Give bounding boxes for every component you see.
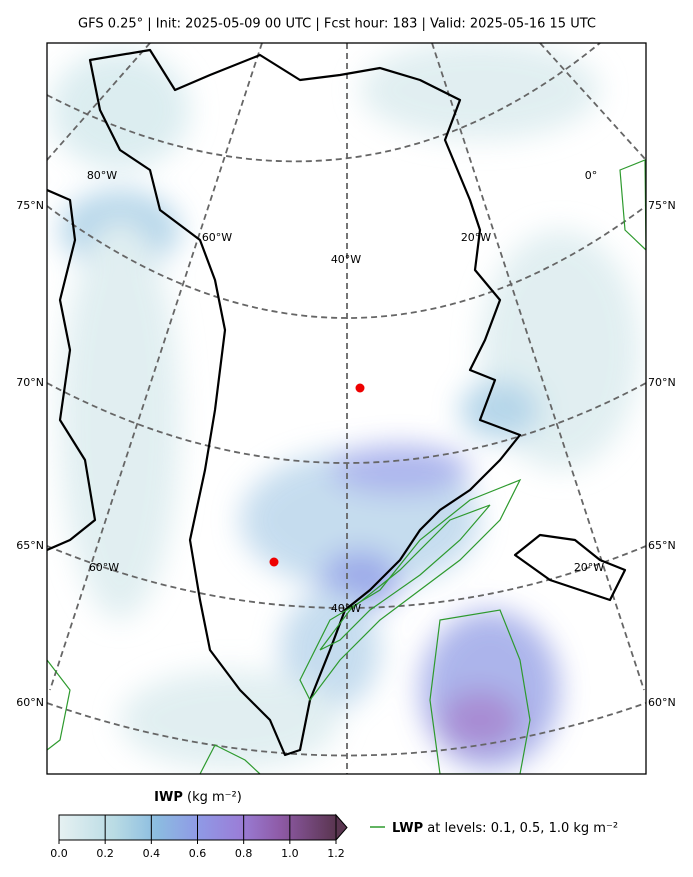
iwp-field: [50, 43, 640, 770]
lat-label: 65°N: [648, 539, 676, 552]
legend-label: LWP: [392, 821, 423, 836]
coastline-iceland: [513, 533, 627, 602]
colorbar-tick-label: 0.8: [235, 847, 253, 860]
lon-label: 0°: [585, 169, 598, 182]
colorbar-tick-label: 1.0: [281, 847, 299, 860]
lon-label: 40°W: [331, 602, 361, 615]
coastline: [88, 48, 522, 757]
lat-label: 75°N: [648, 199, 676, 212]
marker: [355, 383, 365, 393]
colorbar-label: IWP: [154, 790, 183, 805]
lat-label: 70°N: [16, 376, 44, 389]
lat-label: 65°N: [16, 539, 44, 552]
map-frame: [46, 42, 647, 775]
colorbar-tick-label: 0.0: [50, 847, 68, 860]
colorbar-tick-label: 0.4: [143, 847, 161, 860]
lon-label: 20°W: [574, 561, 604, 574]
colorbar-tick-label: 0.2: [96, 847, 114, 860]
lon-label: 20°W: [461, 231, 491, 244]
lat-label: 75°N: [16, 199, 44, 212]
legend-levels: at levels: 0.1, 0.5, 1.0 kg m⁻²: [427, 821, 618, 836]
colorbar-tick-label: 1.2: [327, 847, 345, 860]
lat-label: 60°N: [16, 696, 44, 709]
colorbar-title: IWP (kg m⁻²): [154, 790, 242, 805]
lon-label: 60°W: [89, 561, 119, 574]
lon-label: 60°W: [202, 231, 232, 244]
lat-label: 60°N: [648, 696, 676, 709]
graticule: [47, 43, 646, 774]
legend-text: LWP at levels: 0.1, 0.5, 1.0 kg m⁻²: [392, 821, 618, 836]
lwp-contours: [47, 159, 646, 774]
lon-label: 80°W: [87, 169, 117, 182]
title: GFS 0.25° | Init: 2025-05-09 00 UTC | Fc…: [78, 17, 596, 32]
colorbar-unit: (kg m⁻²): [187, 790, 242, 805]
colorbar-extend: [335, 813, 348, 842]
colorbar-tick-label: 0.6: [189, 847, 207, 860]
marker: [269, 557, 279, 567]
lat-label: 70°N: [648, 376, 676, 389]
lon-label: 40°W: [331, 253, 361, 266]
map: 80°W 60°W 40°W 20°W 0° 60°W 40°W 20°W: [47, 43, 646, 774]
coastline-canada: [47, 188, 97, 552]
